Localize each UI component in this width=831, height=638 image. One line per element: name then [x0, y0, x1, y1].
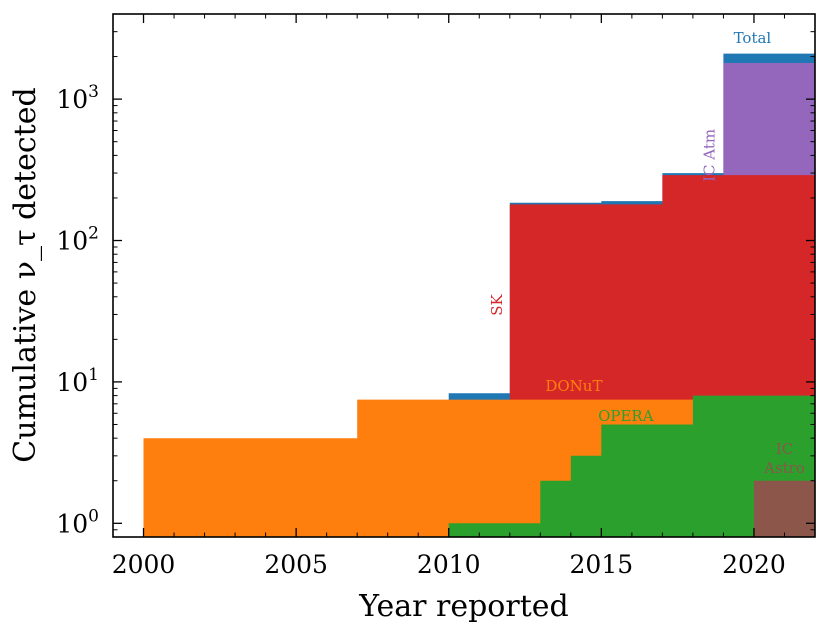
series-label-sk: SK: [488, 293, 506, 315]
y-tick-label: 102: [56, 224, 99, 256]
axis-ticks: [112, 13, 816, 538]
y-tick-label: 100: [56, 506, 99, 538]
x-tick-label: 2000: [112, 550, 176, 579]
x-axis-label: Year reported: [358, 589, 568, 624]
x-tick-label: 2005: [264, 550, 328, 579]
y-tick-label: 101: [56, 365, 99, 397]
series-label-ic-atm: IC Atm: [700, 129, 718, 182]
series-label-ic-astro: IC Astro: [763, 440, 805, 477]
chart-areas: [143, 53, 815, 537]
plot-frame: [112, 13, 816, 538]
area-ic-astro: [754, 480, 815, 537]
series-label-opera: OPERA: [598, 407, 654, 425]
y-tick-label: 103: [56, 82, 99, 114]
series-label-total: Total: [734, 29, 772, 47]
y-axis-label: Cumulative ν_τ detected: [8, 87, 43, 462]
x-tick-label: 2020: [722, 550, 786, 579]
area-opera: [448, 395, 815, 537]
x-tick-label: 2015: [570, 550, 634, 579]
x-tick-label: 2010: [417, 550, 481, 579]
axis-tick-labels: 2000 2005 2010 2015 2020 100 101 102 103: [56, 82, 785, 579]
series-labels: Total IC Atm SK DONuT OPERA IC Astro: [488, 29, 805, 477]
series-label-donut: DONuT: [545, 377, 602, 395]
